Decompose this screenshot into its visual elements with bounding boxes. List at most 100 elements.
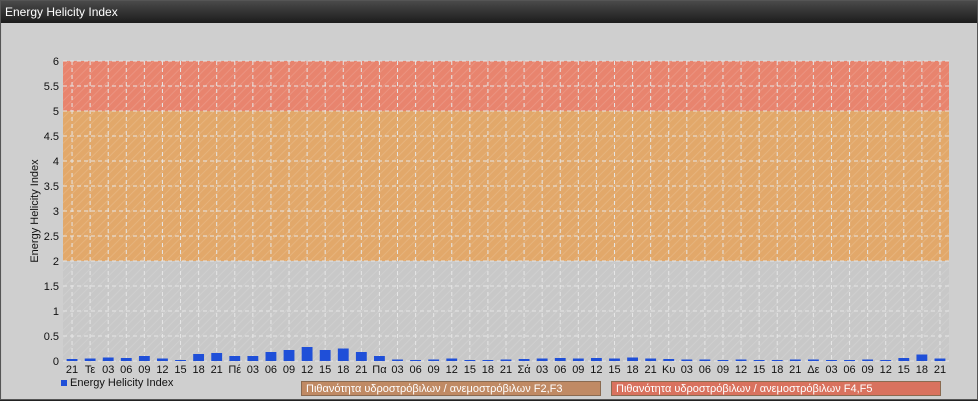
y-tick-label: 0 <box>53 356 59 368</box>
legend-swatch <box>61 380 67 386</box>
legend-zone-f4f5: Πιθανότητα υδροστρόβιλων / ανεμοστρόβιλω… <box>611 381 941 396</box>
x-tick-label: 09 <box>283 364 295 376</box>
y-tick-label: 2.5 <box>44 231 59 243</box>
bar <box>699 359 711 361</box>
x-tick-label: 15 <box>464 364 476 376</box>
y-tick-label: 1.5 <box>44 281 59 293</box>
bar <box>717 360 729 361</box>
bar <box>898 358 910 361</box>
bar <box>880 360 892 361</box>
y-tick-label: 4 <box>53 156 59 168</box>
x-tick-label: 03 <box>391 364 403 376</box>
bar <box>609 358 620 361</box>
legend-series-label: Energy Helicity Index <box>70 377 174 389</box>
x-tick-label: 12 <box>880 364 892 376</box>
legend-series: Energy Helicity Index <box>61 377 173 389</box>
bar <box>753 360 765 361</box>
x-tick-label: 09 <box>572 364 584 376</box>
y-tick-label: 5 <box>53 106 59 118</box>
bar <box>500 359 512 361</box>
x-tick-label: 12 <box>156 364 168 376</box>
x-tick-label: Δε <box>807 364 819 376</box>
x-tick-label: 06 <box>120 364 132 376</box>
x-tick-label: 06 <box>843 364 855 376</box>
x-tick-label: 15 <box>174 364 186 376</box>
x-tick-label: 15 <box>898 364 910 376</box>
x-tick-label: 21 <box>500 364 512 376</box>
bar <box>337 348 349 361</box>
bar <box>392 359 403 361</box>
y-tick-label: 3 <box>53 206 59 218</box>
bar <box>374 356 385 361</box>
x-tick-label: 18 <box>626 364 638 376</box>
x-tick-label: 06 <box>265 364 277 376</box>
x-tick-label: 09 <box>138 364 150 376</box>
bar <box>283 350 295 361</box>
y-tick-label: 3.5 <box>44 181 59 193</box>
bar <box>590 358 602 361</box>
x-tick-label: 21 <box>934 364 946 376</box>
bar <box>138 356 150 361</box>
bar <box>157 358 168 361</box>
x-tick-label: 06 <box>554 364 566 376</box>
y-tick-label: 4.5 <box>44 131 59 143</box>
bar <box>627 357 638 361</box>
y-tick-label: 2 <box>53 256 59 268</box>
x-tick-label: 21 <box>66 364 78 376</box>
x-tick-label: 21 <box>355 364 367 376</box>
bar <box>807 359 819 361</box>
x-tick-label: 15 <box>319 364 331 376</box>
x-tick-label: 09 <box>862 364 874 376</box>
y-tick-label: 0.5 <box>44 331 59 343</box>
x-tick-label: 12 <box>446 364 458 376</box>
y-axis-label: Energy Helicity Index <box>29 159 41 263</box>
bar <box>265 352 277 361</box>
bar <box>518 359 530 361</box>
x-tick-label: 09 <box>717 364 729 376</box>
x-tick-label: Σά <box>517 364 531 376</box>
bar <box>229 356 241 361</box>
y-tick-label: 5.5 <box>44 81 59 93</box>
x-tick-label: 12 <box>735 364 747 376</box>
bar <box>102 357 114 361</box>
bar <box>663 359 675 361</box>
bar <box>84 358 96 361</box>
bar <box>428 359 440 361</box>
y-tick-label: 1 <box>53 306 59 318</box>
x-tick-label: 03 <box>247 364 259 376</box>
bar <box>572 358 584 361</box>
x-tick-label: 21 <box>211 364 223 376</box>
bar <box>464 360 476 361</box>
bar <box>120 358 132 361</box>
x-tick-label: 12 <box>301 364 313 376</box>
bar <box>446 358 458 361</box>
x-tick-label: 18 <box>916 364 928 376</box>
bar <box>934 358 946 361</box>
x-tick-label: Τε <box>85 364 96 376</box>
x-tick-label: 09 <box>428 364 440 376</box>
bar <box>771 360 783 361</box>
bar <box>554 358 566 361</box>
x-tick-label: Πα <box>372 364 387 376</box>
bar <box>826 360 837 361</box>
x-tick-label: 03 <box>681 364 693 376</box>
bar <box>789 359 801 361</box>
window-title: Energy Helicity Index <box>1 1 977 23</box>
bar <box>211 353 223 361</box>
x-tick-label: 15 <box>608 364 620 376</box>
bar <box>175 360 186 361</box>
x-tick-label: 18 <box>337 364 349 376</box>
bar <box>645 358 657 361</box>
x-tick-label: 21 <box>789 364 801 376</box>
bar <box>536 358 548 361</box>
bar <box>410 360 422 361</box>
bar <box>482 360 494 361</box>
x-tick-label: 03 <box>102 364 114 376</box>
bar <box>862 359 874 361</box>
x-tick-label: Κυ <box>662 364 675 376</box>
bar <box>355 352 367 361</box>
x-tick-label: 12 <box>590 364 602 376</box>
bar <box>247 356 259 361</box>
